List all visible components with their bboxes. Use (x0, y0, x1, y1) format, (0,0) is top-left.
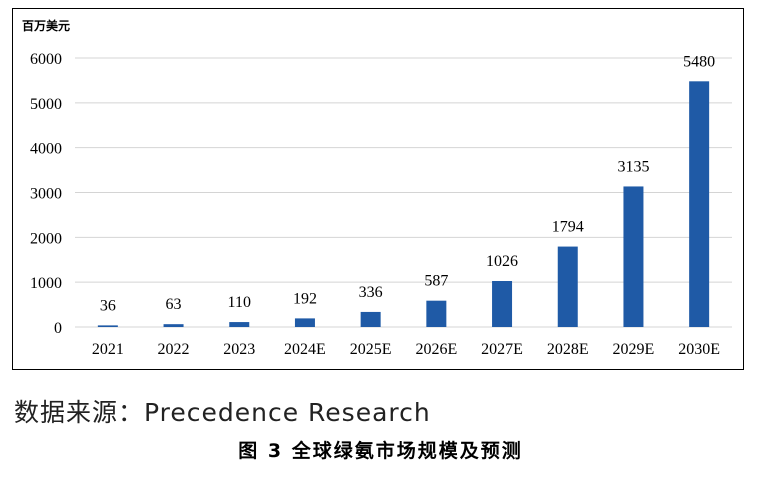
data-label: 5480 (683, 53, 715, 70)
bar (294, 318, 315, 327)
data-label: 1794 (552, 219, 584, 236)
x-tick-label: 2022 (158, 341, 190, 358)
data-label: 587 (424, 273, 448, 290)
y-tick-label: 2000 (30, 230, 62, 247)
x-tick-label: 2025E (350, 341, 392, 358)
y-tick-label: 0 (54, 320, 62, 337)
figure-caption: 图 3 全球绿氨市场规模及预测 (238, 440, 523, 462)
bar-chart: 百万美元 0 1000 2000 3000 4000 5000 6000 36 63 110 19… (22, 18, 732, 358)
x-tick-label: 2021 (92, 341, 124, 358)
data-label: 63 (166, 296, 182, 313)
x-tick-label: 2029E (613, 341, 655, 358)
bar (229, 322, 250, 327)
bar (689, 81, 710, 328)
bar (163, 324, 184, 327)
gridlines (75, 57, 732, 328)
data-label: 336 (359, 284, 383, 301)
bar (360, 311, 381, 327)
bar (557, 246, 578, 327)
y-tick-label: 4000 (30, 141, 62, 158)
x-tick-label: 2028E (547, 341, 589, 358)
x-tick-label: 2026E (415, 341, 457, 358)
y-axis-ticks: 0 1000 2000 3000 4000 5000 6000 (30, 51, 62, 337)
data-label: 36 (100, 297, 116, 314)
x-tick-label: 2023 (223, 341, 255, 358)
data-label: 192 (293, 290, 317, 307)
x-tick-label: 2030E (678, 341, 720, 358)
y-tick-label: 3000 (30, 186, 62, 203)
data-labels: 36 63 110 192 336 587 1026 1794 3135 5480 (100, 53, 715, 314)
x-tick-label: 2024E (284, 341, 326, 358)
y-tick-label: 6000 (30, 51, 62, 68)
data-label: 1026 (486, 253, 518, 270)
unit-label: 百万美元 (22, 18, 70, 33)
bar (426, 300, 447, 327)
bar (492, 281, 513, 327)
x-axis-ticks: 2021 2022 2023 2024E 2025E 2026E 2027E 2028E 202… (92, 341, 720, 358)
source-note: 数据来源：Precedence Research (14, 398, 431, 427)
bar (623, 186, 644, 327)
bars (97, 81, 710, 328)
chart-frame (12, 8, 744, 370)
bar (97, 325, 118, 327)
x-tick-label: 2027E (481, 341, 523, 358)
data-label: 3135 (617, 158, 649, 175)
data-label: 110 (228, 294, 251, 311)
y-tick-label: 5000 (30, 96, 62, 113)
y-tick-label: 1000 (30, 275, 62, 292)
